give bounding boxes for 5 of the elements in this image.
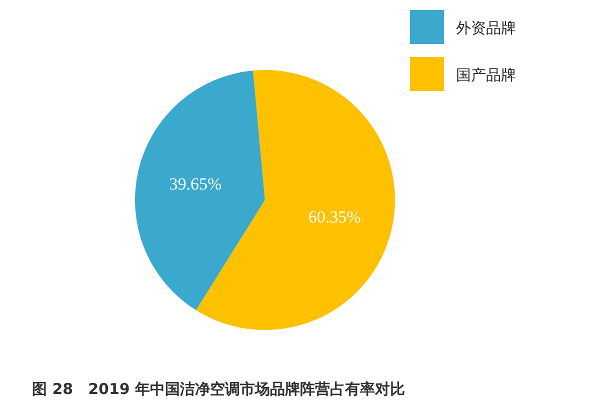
data-label: 60.35% (308, 208, 361, 227)
data-label: 39.65% (169, 174, 222, 194)
caption: 图 28 2019 年中国洁净空调市场品牌阵营占有率对比 (32, 380, 406, 398)
legend-label: 外资品牌 (456, 19, 516, 37)
legend-label: 国产品牌 (456, 66, 516, 84)
